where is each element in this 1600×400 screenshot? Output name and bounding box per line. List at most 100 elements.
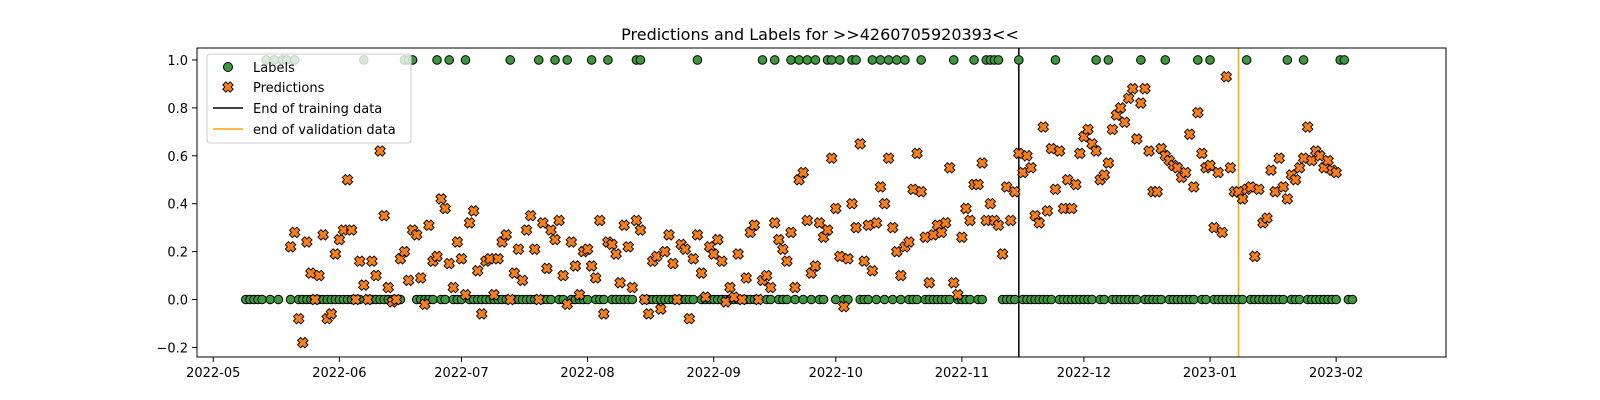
prediction-point xyxy=(325,308,338,320)
label-point xyxy=(900,55,910,65)
prediction-point xyxy=(1265,164,1277,177)
prediction-point xyxy=(1102,157,1115,169)
prediction-point xyxy=(1139,82,1151,95)
label-point xyxy=(440,294,450,305)
y-tick-label: 1.0 xyxy=(167,54,188,69)
prediction-point xyxy=(866,264,879,277)
prediction-point xyxy=(947,276,960,289)
prediction-point xyxy=(569,260,582,272)
label-point xyxy=(1091,55,1101,65)
prediction-point xyxy=(1004,214,1017,227)
label-point xyxy=(1339,55,1350,65)
prediction-point xyxy=(597,308,610,320)
label-point xyxy=(273,294,284,305)
prediction-point xyxy=(1293,161,1306,174)
prediction-point xyxy=(362,293,374,306)
prediction-point xyxy=(382,281,395,294)
prediction-point xyxy=(667,257,679,270)
prediction-point xyxy=(829,202,842,215)
prediction-point xyxy=(1090,145,1102,157)
prediction-point xyxy=(553,214,565,227)
prediction-point xyxy=(850,221,862,234)
prediction-point xyxy=(699,291,712,303)
prediction-point xyxy=(317,228,329,241)
label-point xyxy=(1156,294,1167,305)
prediction-point xyxy=(1187,181,1200,193)
x-tick-label: 2023-01 xyxy=(1183,366,1237,381)
prediction-point xyxy=(1330,166,1343,179)
predictions-series xyxy=(284,70,1343,349)
prediction-point xyxy=(1073,147,1086,160)
prediction-point xyxy=(561,298,574,311)
label-point xyxy=(798,294,808,305)
prediction-point xyxy=(842,252,854,265)
prediction-point xyxy=(956,231,968,244)
prediction-point xyxy=(296,336,309,349)
label-point xyxy=(635,55,646,65)
x-axis: 2022-05 2022-06 2022-07 2022-08 2022-09 2022-… xyxy=(186,357,1363,381)
label-point xyxy=(896,294,906,305)
prediction-point xyxy=(760,269,773,282)
prediction-point xyxy=(398,245,411,258)
label-point xyxy=(883,55,894,65)
label-point xyxy=(1193,55,1203,65)
legend-labels-marker xyxy=(223,62,233,72)
prediction-point xyxy=(915,185,928,198)
prediction-point xyxy=(1220,70,1233,83)
y-tick-label: 0.6 xyxy=(167,150,188,165)
prediction-point xyxy=(447,281,460,294)
prediction-point xyxy=(801,214,814,227)
prediction-point xyxy=(1183,128,1196,141)
prediction-point xyxy=(663,228,675,241)
label-point xyxy=(912,294,922,305)
prediction-point xyxy=(390,293,403,306)
prediction-point xyxy=(882,152,895,165)
y-tick-label: 0.8 xyxy=(167,102,188,117)
prediction-point xyxy=(545,224,557,236)
prediction-point xyxy=(870,217,883,229)
prediction-point xyxy=(984,197,997,210)
prediction-point xyxy=(1289,173,1302,186)
label-point xyxy=(794,55,804,65)
prediction-point xyxy=(1216,226,1229,239)
prediction-point xyxy=(634,224,647,236)
prediction-point xyxy=(740,272,753,284)
prediction-point xyxy=(894,269,907,282)
prediction-point xyxy=(536,217,549,229)
prediction-point xyxy=(341,173,354,186)
prediction-point xyxy=(797,166,810,179)
legend: Labels Predictions End of training data … xyxy=(206,53,412,144)
prediction-point xyxy=(410,228,423,241)
label-point xyxy=(1205,55,1215,65)
prediction-point xyxy=(557,269,570,282)
prediction-point xyxy=(300,236,313,248)
prediction-point xyxy=(1114,102,1127,114)
prediction-point xyxy=(980,214,993,227)
legend-predictions-text: Predictions xyxy=(253,81,325,96)
prediction-point xyxy=(1143,145,1155,157)
prediction-point xyxy=(707,248,720,260)
prediction-point xyxy=(715,255,728,268)
prediction-point xyxy=(1135,97,1147,109)
prediction-point xyxy=(838,300,850,313)
label-point xyxy=(835,55,845,65)
label-point xyxy=(1136,55,1146,65)
prediction-point xyxy=(1301,121,1314,133)
prediction-point xyxy=(1025,161,1037,174)
prediction-point xyxy=(1224,161,1237,174)
x-tick-label: 2022-10 xyxy=(809,366,863,381)
prediction-point xyxy=(1281,193,1294,205)
prediction-point xyxy=(524,209,537,222)
prediction-point xyxy=(357,279,370,291)
prediction-point xyxy=(329,248,342,260)
prediction-point xyxy=(484,252,496,265)
x-tick-label: 2022-08 xyxy=(560,366,614,381)
prediction-point xyxy=(463,217,476,229)
chart-title: Predictions and Labels for >>42607059203… xyxy=(621,25,1019,44)
prediction-point xyxy=(512,243,525,256)
label-point xyxy=(1241,55,1252,65)
prediction-point xyxy=(1069,178,1082,191)
prediction-point xyxy=(630,214,643,227)
prediction-point xyxy=(996,248,1009,260)
prediction-point xyxy=(292,312,305,325)
